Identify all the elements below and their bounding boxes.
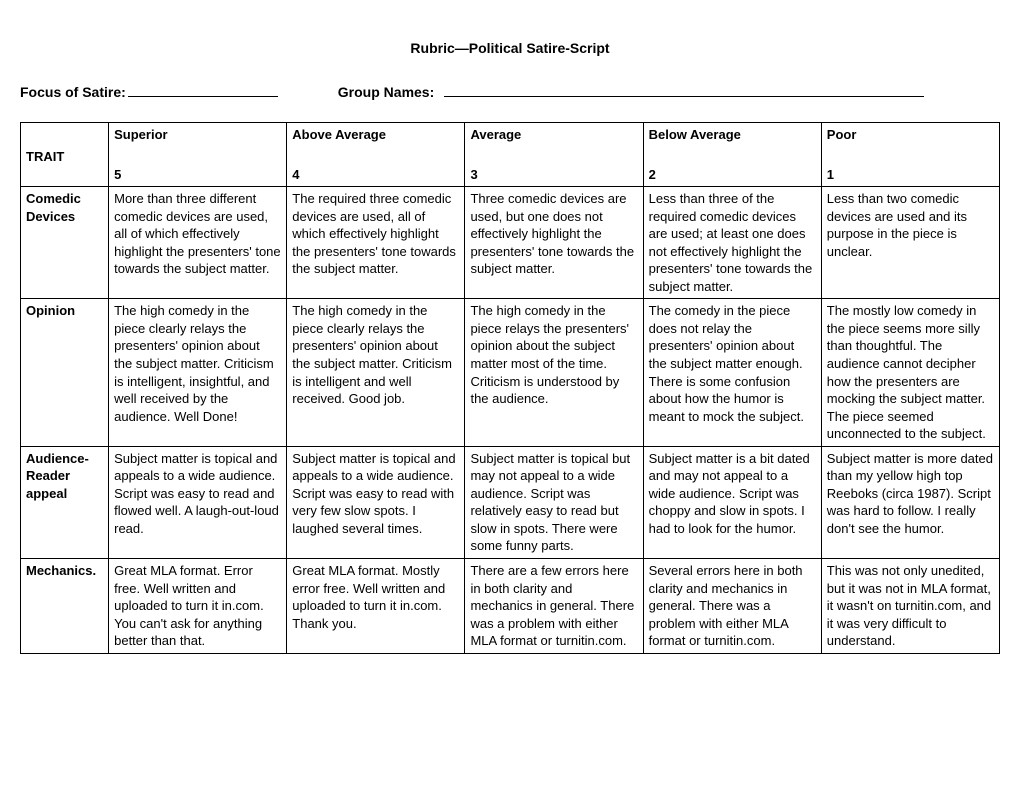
group-blank (444, 96, 924, 97)
table-row: Audience-Reader appeal Subject matter is… (21, 446, 1000, 558)
table-row: Opinion The high comedy in the piece cle… (21, 299, 1000, 446)
level-name: Above Average (292, 127, 386, 142)
table-row: Comedic Devices More than three differen… (21, 187, 1000, 299)
rubric-cell: The comedy in the piece does not relay t… (643, 299, 821, 446)
level-name: Average (470, 127, 521, 142)
rubric-table: TRAIT Superior 5 Above Average 4 Average… (20, 122, 1000, 654)
rubric-cell: More than three different comedic device… (109, 187, 287, 299)
level-name: Superior (114, 127, 167, 142)
table-row: Mechanics. Great MLA format. Error free.… (21, 559, 1000, 654)
trait-header: TRAIT (21, 123, 109, 187)
level-header-average: Average 3 (465, 123, 643, 187)
rubric-cell: This was not only unedited, but it was n… (821, 559, 999, 654)
rubric-cell: The high comedy in the piece clearly rel… (109, 299, 287, 446)
level-header-above-average: Above Average 4 (287, 123, 465, 187)
rubric-cell: Subject matter is topical and appeals to… (109, 446, 287, 558)
rubric-cell: Great MLA format. Mostly error free. Wel… (287, 559, 465, 654)
trait-label: Audience-Reader appeal (21, 446, 109, 558)
trait-label: Comedic Devices (21, 187, 109, 299)
rubric-cell: Subject matter is more dated than my yel… (821, 446, 999, 558)
trait-header-label: TRAIT (26, 148, 103, 166)
rubric-cell: The mostly low comedy in the piece seems… (821, 299, 999, 446)
rubric-cell: Subject matter is topical and appeals to… (287, 446, 465, 558)
group-label: Group Names: (338, 84, 434, 100)
table-header-row: TRAIT Superior 5 Above Average 4 Average… (21, 123, 1000, 187)
focus-label: Focus of Satire: (20, 84, 126, 100)
level-score: 4 (292, 166, 459, 184)
rubric-cell: The high comedy in the piece relays the … (465, 299, 643, 446)
trait-label: Opinion (21, 299, 109, 446)
rubric-cell: There are a few errors here in both clar… (465, 559, 643, 654)
rubric-cell: Subject matter is topical but may not ap… (465, 446, 643, 558)
header-fields: Focus of Satire: Group Names: (20, 84, 1000, 100)
rubric-cell: The required three comedic devices are u… (287, 187, 465, 299)
rubric-cell: Less than two comedic devices are used a… (821, 187, 999, 299)
rubric-cell: Subject matter is a bit dated and may no… (643, 446, 821, 558)
level-header-poor: Poor 1 (821, 123, 999, 187)
level-score: 3 (470, 166, 637, 184)
rubric-cell: Several errors here in both clarity and … (643, 559, 821, 654)
level-score: 1 (827, 166, 994, 184)
rubric-cell: Great MLA format. Error free. Well writt… (109, 559, 287, 654)
group-field: Group Names: (338, 84, 924, 100)
level-header-superior: Superior 5 (109, 123, 287, 187)
rubric-cell: Three comedic devices are used, but one … (465, 187, 643, 299)
level-name: Below Average (649, 127, 741, 142)
level-score: 2 (649, 166, 816, 184)
focus-field: Focus of Satire: (20, 84, 278, 100)
focus-blank (128, 96, 278, 97)
page-title: Rubric—Political Satire-Script (20, 40, 1000, 56)
level-name: Poor (827, 127, 857, 142)
level-header-below-average: Below Average 2 (643, 123, 821, 187)
trait-label: Mechanics. (21, 559, 109, 654)
level-score: 5 (114, 166, 281, 184)
rubric-cell: Less than three of the required comedic … (643, 187, 821, 299)
rubric-cell: The high comedy in the piece clearly rel… (287, 299, 465, 446)
